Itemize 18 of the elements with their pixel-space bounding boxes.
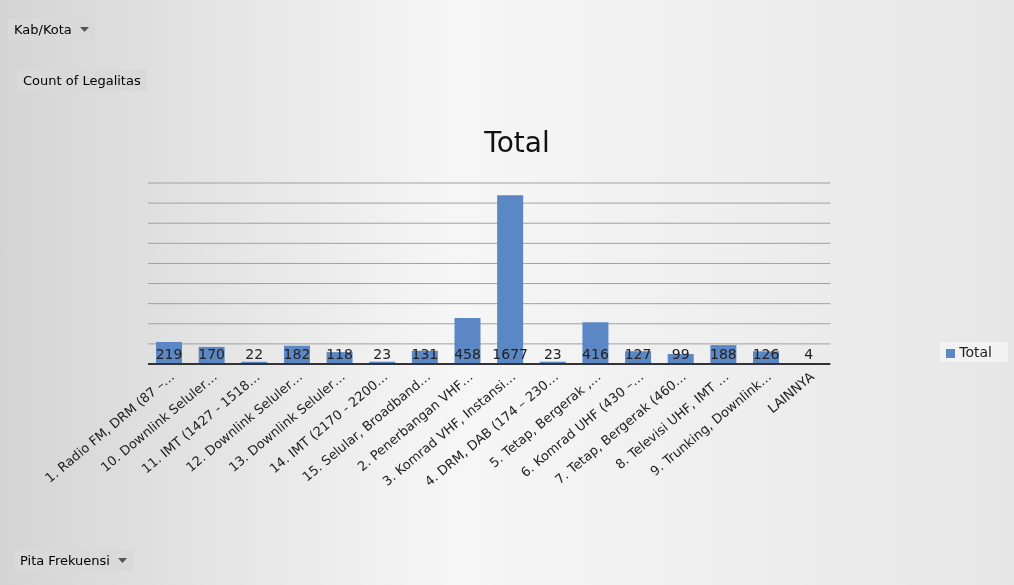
data-label: 126	[752, 346, 780, 362]
data-label: 458	[454, 346, 481, 362]
data-label: 4	[804, 346, 814, 362]
data-label: 131	[411, 346, 439, 362]
data-label: 23	[373, 346, 392, 362]
text: Count of Legalitas	[17, 70, 147, 91]
data-label: 23	[543, 346, 562, 362]
data-label: 170	[198, 346, 226, 362]
legend-label: Total	[959, 344, 992, 360]
data-label: 219	[155, 346, 183, 362]
chart-title: Total	[483, 126, 551, 159]
data-label: 182	[283, 346, 311, 362]
data-label: 127	[624, 346, 652, 362]
text: Pita Frekuensi	[14, 550, 133, 571]
data-label: 22	[245, 346, 264, 362]
data-label: 188	[710, 346, 737, 362]
text: Kab/Kota	[8, 19, 95, 40]
data-label: 416	[582, 346, 609, 362]
